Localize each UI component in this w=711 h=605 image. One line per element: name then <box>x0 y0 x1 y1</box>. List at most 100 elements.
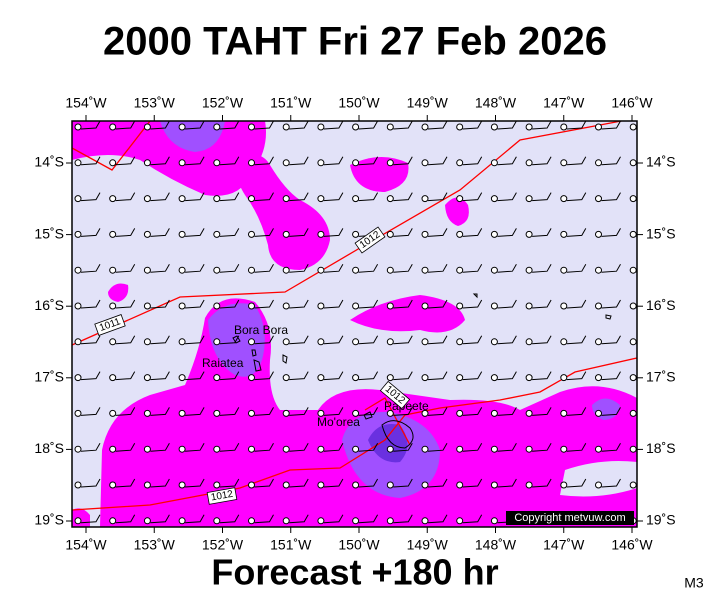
barb <box>497 371 517 381</box>
barb-station <box>525 195 533 203</box>
barb <box>289 514 309 524</box>
barb-station <box>490 302 498 310</box>
barb <box>497 121 517 130</box>
barb <box>150 156 170 166</box>
barb <box>601 407 621 416</box>
barb-station <box>629 159 637 167</box>
barb <box>289 156 309 166</box>
barb <box>254 442 274 452</box>
labels: 154˚W 154˚W 153˚W 153˚W 152˚W 152˚W 151˚W 151˚W… <box>34 95 675 553</box>
barb <box>566 156 587 166</box>
barb-station <box>178 517 186 525</box>
barb <box>323 192 344 202</box>
barb <box>532 478 552 488</box>
barb <box>601 263 621 273</box>
barb <box>150 228 170 237</box>
barb-station <box>282 195 290 203</box>
isobar <box>72 121 151 171</box>
barb-station <box>629 445 637 453</box>
barb-station <box>560 302 568 310</box>
barb-station <box>525 159 533 167</box>
barb <box>358 514 379 524</box>
barb-station <box>248 123 255 131</box>
barb <box>427 514 448 524</box>
barb <box>601 228 621 237</box>
lat-label: 19˚S <box>646 512 676 528</box>
isobar-label: 1012 <box>206 487 238 505</box>
barb <box>636 343 637 345</box>
barb-station <box>109 230 117 238</box>
barb <box>150 335 170 345</box>
barb-station <box>178 338 186 346</box>
barb-station <box>143 445 151 453</box>
barb-station <box>421 445 429 453</box>
barb <box>427 299 448 309</box>
barb <box>532 335 552 345</box>
lat-label: 16˚S <box>646 297 676 313</box>
barb-station <box>282 481 290 489</box>
barb-station <box>317 266 325 274</box>
barb <box>566 299 587 309</box>
barb-station <box>74 517 82 525</box>
barb-station <box>143 374 151 382</box>
barb <box>427 121 448 130</box>
barb <box>289 228 309 237</box>
barb <box>566 371 587 381</box>
barb <box>497 407 517 416</box>
barb <box>185 121 205 130</box>
barb <box>80 478 101 488</box>
wind-barbs <box>74 121 637 525</box>
barb-station <box>178 302 186 310</box>
barb-station <box>248 338 255 346</box>
barb <box>80 228 101 237</box>
barb-station <box>386 374 394 382</box>
barb <box>636 414 637 416</box>
barb <box>80 371 101 381</box>
barb-station <box>456 338 464 346</box>
barb-station <box>178 266 186 274</box>
barb-station <box>178 123 186 131</box>
barb-station <box>456 123 464 131</box>
barb <box>254 228 274 237</box>
barb-station <box>178 481 186 489</box>
barb <box>358 407 379 416</box>
barb-station <box>421 159 429 167</box>
barb <box>601 156 621 166</box>
barb <box>358 192 379 202</box>
barb <box>254 514 274 524</box>
barb-station <box>595 374 602 382</box>
barb <box>323 514 344 524</box>
lon-label: 152˚W <box>202 95 244 111</box>
barb <box>532 407 552 416</box>
barb <box>80 514 101 524</box>
lon-label: 152˚W <box>202 537 244 553</box>
barb <box>254 121 274 130</box>
barb <box>427 228 448 237</box>
rain-area <box>236 155 330 270</box>
barb-station <box>109 123 117 131</box>
barb <box>150 299 170 309</box>
barb <box>566 442 587 452</box>
barb-station <box>178 159 186 167</box>
barb-station <box>213 445 221 453</box>
barb <box>358 299 379 309</box>
barb <box>185 371 205 381</box>
barb <box>185 228 205 237</box>
barb-station <box>213 409 221 417</box>
lat-label: 15˚S <box>646 225 676 241</box>
lat-label: 17˚S <box>646 369 676 385</box>
barb-station <box>248 266 255 274</box>
barb-station <box>525 445 533 453</box>
barb <box>393 192 413 202</box>
barb <box>532 442 552 452</box>
barb-station <box>213 481 221 489</box>
barb <box>566 407 587 416</box>
lon-label: 146˚W <box>611 95 653 111</box>
barb-station <box>213 230 221 238</box>
barb <box>289 299 309 309</box>
barb-station <box>525 123 533 131</box>
barb-station <box>386 445 394 453</box>
barb <box>427 407 448 416</box>
barb <box>393 442 413 452</box>
